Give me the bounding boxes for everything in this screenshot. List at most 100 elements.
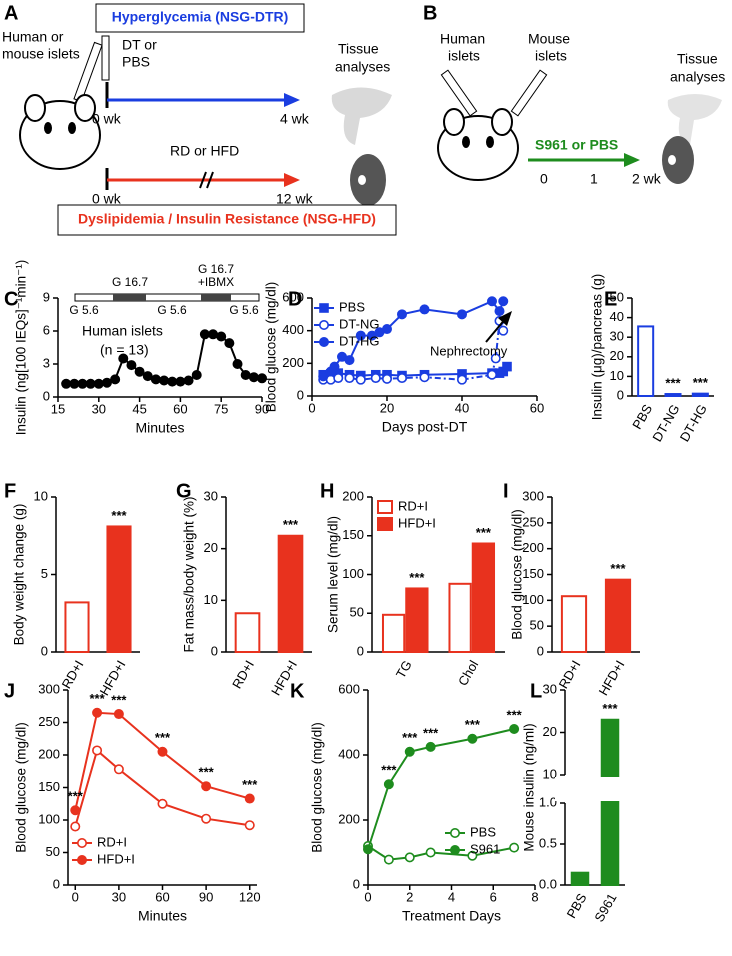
y-tick-label: 100 <box>342 566 364 581</box>
x-tick-label: 120 <box>239 889 261 904</box>
marker <box>383 854 394 865</box>
annotation: (n = 13) <box>100 342 149 358</box>
marker <box>494 306 505 317</box>
marker <box>396 309 407 320</box>
marker <box>150 374 161 385</box>
y-tick-label: 0 <box>353 876 360 891</box>
panel-letter: A <box>4 2 18 24</box>
legend-marker <box>449 844 460 855</box>
marker <box>113 764 124 775</box>
significance: *** <box>465 717 481 732</box>
marker <box>490 353 501 364</box>
stimulus-label: G 16.7 <box>112 275 148 289</box>
significance: *** <box>409 570 425 585</box>
x-tick-label: 40 <box>455 400 469 415</box>
y-tick-label: 200 <box>342 488 364 503</box>
annotation: Human islets <box>82 323 163 339</box>
marker <box>425 847 436 858</box>
bar <box>64 601 90 654</box>
marker <box>77 378 88 389</box>
marker <box>509 723 520 734</box>
significance: *** <box>476 525 492 540</box>
panel-letter: H <box>320 480 334 502</box>
marker <box>159 375 170 386</box>
marker <box>224 338 235 349</box>
marker <box>381 324 392 335</box>
y-axis-label: Blood glucose (mg/dl) <box>264 282 279 413</box>
top-title: Hyperglycemia (NSG-DTR) <box>112 9 289 25</box>
marker <box>355 330 366 341</box>
x-tick-label: S961 <box>591 891 619 925</box>
y-tick-label: 400 <box>282 322 304 337</box>
bar <box>691 392 709 398</box>
y-tick-label: 300 <box>522 488 544 503</box>
marker <box>70 805 81 816</box>
kidney <box>350 154 386 206</box>
marker <box>101 377 112 388</box>
significance: *** <box>507 707 523 722</box>
panel-letter: D <box>288 288 302 310</box>
marker <box>232 358 243 369</box>
treatment-label: S961 or PBS <box>535 137 618 153</box>
x-tick-label: 75 <box>214 401 228 416</box>
x-tick-label: 6 <box>490 889 497 904</box>
y-tick-label: 200 <box>38 746 60 761</box>
islets-label: Human or <box>2 29 64 45</box>
marker <box>248 372 259 383</box>
y-tick-label: 200 <box>522 540 544 555</box>
y-axis-label: Blood glucose (mg/dl) <box>310 722 325 853</box>
y-axis-label: Insulin (μg)/pancreas (g) <box>590 274 605 421</box>
marker <box>456 374 467 385</box>
y-axis-label: Insulin (ng[100 IEQs]⁻¹min⁻¹) <box>14 260 29 436</box>
y-tick-label: 5 <box>41 566 48 581</box>
syringe <box>440 69 478 117</box>
y-tick-label: 0 <box>41 643 48 658</box>
series-line <box>74 711 251 811</box>
significance: *** <box>665 375 681 390</box>
stimulus-label: G 16.7 <box>198 262 234 276</box>
y-tick-label: 150 <box>38 779 60 794</box>
legend-label: RD+I <box>97 834 127 849</box>
y-tick-label: 10 <box>34 488 48 503</box>
time-label: 12 wk <box>276 191 314 207</box>
marker <box>69 378 80 389</box>
arrow-head <box>624 153 640 167</box>
stimulus-high <box>201 294 231 301</box>
y-tick-label: 200 <box>338 811 360 826</box>
y-axis-label: Serum level (mg/dl) <box>326 516 341 633</box>
marker <box>201 781 212 792</box>
marker <box>113 709 124 720</box>
x-axis-label: Treatment Days <box>402 908 501 924</box>
marker <box>157 798 168 809</box>
significance: *** <box>381 763 397 778</box>
marker <box>240 369 251 380</box>
bar <box>664 393 682 398</box>
mouse-ear <box>74 94 96 122</box>
stimulus-label: +IBMX <box>198 275 234 289</box>
pancreas <box>667 94 722 145</box>
stimulus-high <box>113 294 146 301</box>
legend-label: S961 <box>470 841 500 856</box>
x-tick-label: 60 <box>173 401 187 416</box>
bar <box>604 578 632 654</box>
y-tick-label: 3 <box>43 355 50 370</box>
y-tick-label: 400 <box>338 746 360 761</box>
marker <box>199 329 210 340</box>
y-tick-label: 20 <box>543 724 557 739</box>
y-axis-label: Mouse insulin (ng/ml) <box>522 723 537 851</box>
marker <box>456 309 467 320</box>
x-tick-label: 4 <box>448 889 455 904</box>
x-tick-label: 15 <box>51 401 65 416</box>
stimulus-label: G 5.6 <box>229 303 259 317</box>
tissue-label: Tissue <box>338 41 379 57</box>
panel-letter: F <box>4 480 16 502</box>
panel-letter: E <box>604 288 617 310</box>
significance: *** <box>402 730 418 745</box>
x-axis-label: Minutes <box>138 908 187 924</box>
y-tick-label: 0.0 <box>539 876 557 891</box>
mouse-ear <box>24 94 46 122</box>
marker <box>93 378 104 389</box>
significance: *** <box>242 777 258 792</box>
significance: *** <box>68 789 84 804</box>
panel-letter: L <box>530 680 542 702</box>
